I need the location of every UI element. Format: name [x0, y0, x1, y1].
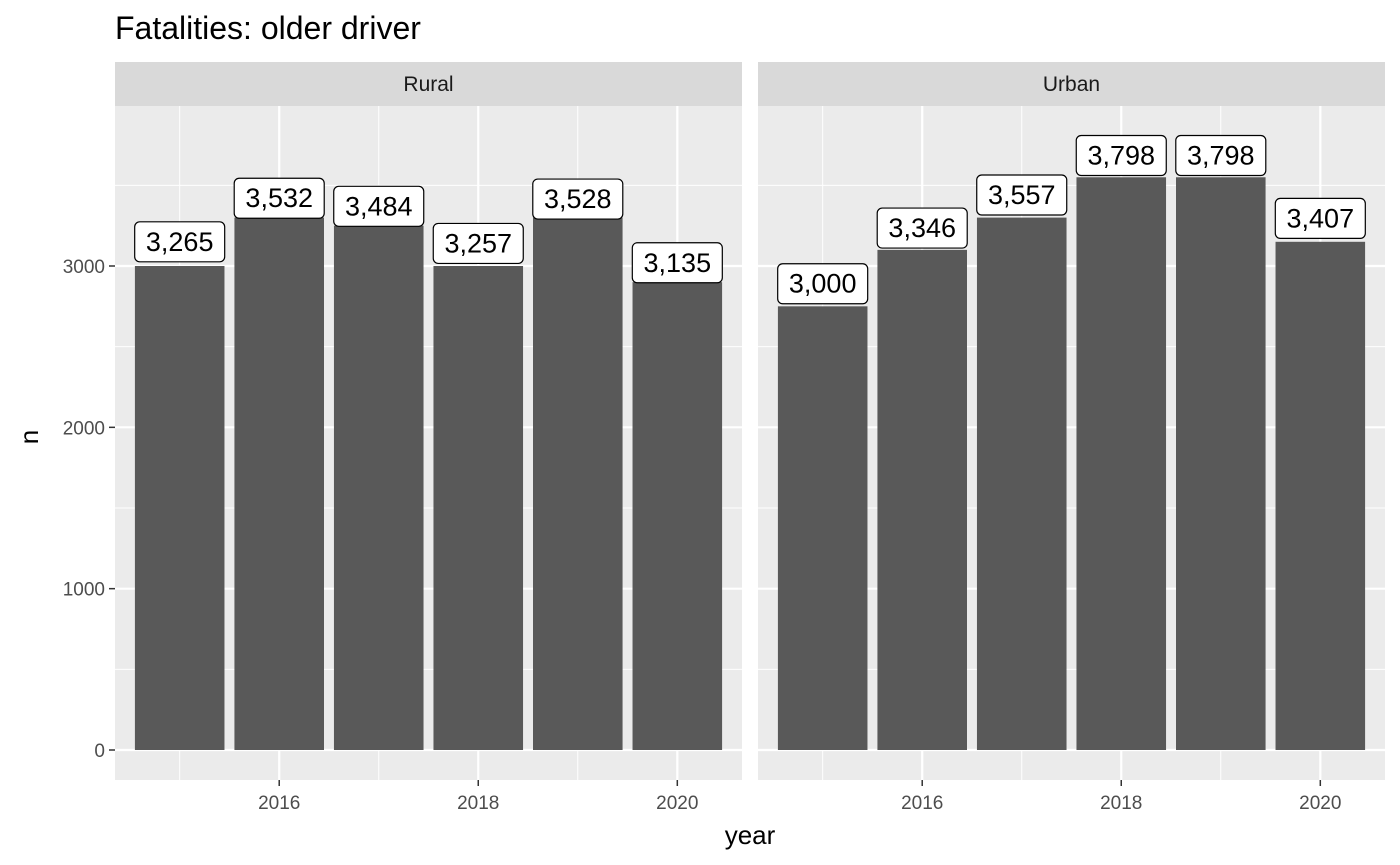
bar	[632, 282, 723, 750]
x-tick-label: 2016	[901, 793, 943, 814]
data-label-box	[777, 263, 869, 305]
data-label: 3,528	[544, 184, 612, 214]
data-label-box	[1175, 134, 1267, 177]
data-label-box	[134, 221, 226, 263]
y-tick-label: 2000	[63, 418, 105, 439]
y-tick-label: 3000	[63, 257, 105, 278]
data-label: 3,798	[1087, 140, 1155, 170]
bar	[877, 249, 967, 750]
data-label: 3,346	[888, 213, 956, 243]
x-axis-title: year	[725, 820, 776, 850]
facet-strip	[758, 62, 1385, 106]
bar	[777, 306, 868, 750]
bar	[333, 225, 424, 750]
data-label: 3,484	[345, 191, 413, 221]
x-tick-label: 2018	[457, 793, 499, 814]
x-tick-label: 2016	[258, 793, 300, 814]
bar	[533, 217, 623, 751]
panel-rural: Rural 3,265 3,532 3,484 3,257 3,528 3,135 2016 2…	[63, 62, 742, 814]
y-tick-label: 0	[94, 741, 105, 762]
bar	[976, 217, 1067, 751]
x-tick-label: 2020	[1299, 793, 1341, 814]
data-label: 3,135	[644, 248, 712, 278]
panels-layer: Rural 3,265 3,532 3,484 3,257 3,528 3,135 2016 2…	[63, 62, 1385, 814]
bar	[234, 217, 324, 751]
chart-title: Fatalities: older driver	[115, 10, 421, 46]
data-label: 3,798	[1187, 140, 1255, 170]
bar	[1176, 177, 1266, 750]
facet-strip	[115, 62, 742, 106]
bar	[134, 266, 225, 750]
data-label-box	[1274, 197, 1366, 240]
data-label-box	[631, 242, 723, 284]
data-label-box	[1075, 134, 1167, 177]
bar	[1275, 241, 1366, 751]
data-label: 3,407	[1287, 203, 1355, 233]
data-label: 3,557	[988, 180, 1056, 210]
data-label: 3,257	[444, 228, 512, 258]
panel-urban: Urban 3,000 3,346 3,557 3,798 3,798 3,407 2016 2…	[758, 62, 1385, 814]
y-axis-title: n	[14, 430, 44, 444]
data-label-box	[532, 178, 624, 220]
data-label-box	[333, 185, 425, 227]
data-label: 3,265	[146, 227, 214, 257]
x-tick-label: 2020	[656, 793, 698, 814]
x-tick-label: 2018	[1100, 793, 1142, 814]
facet-strip-label: Urban	[1043, 73, 1100, 96]
data-label-box	[432, 222, 524, 265]
bar	[1076, 177, 1167, 750]
data-label-box	[976, 174, 1068, 216]
bar	[433, 266, 524, 750]
data-label-box	[233, 177, 325, 219]
data-label: 3,532	[245, 183, 313, 213]
y-tick-label: 1000	[63, 580, 105, 601]
facet-strip-label: Rural	[403, 73, 453, 96]
data-label-box	[876, 207, 968, 249]
data-label: 3,000	[789, 269, 857, 299]
